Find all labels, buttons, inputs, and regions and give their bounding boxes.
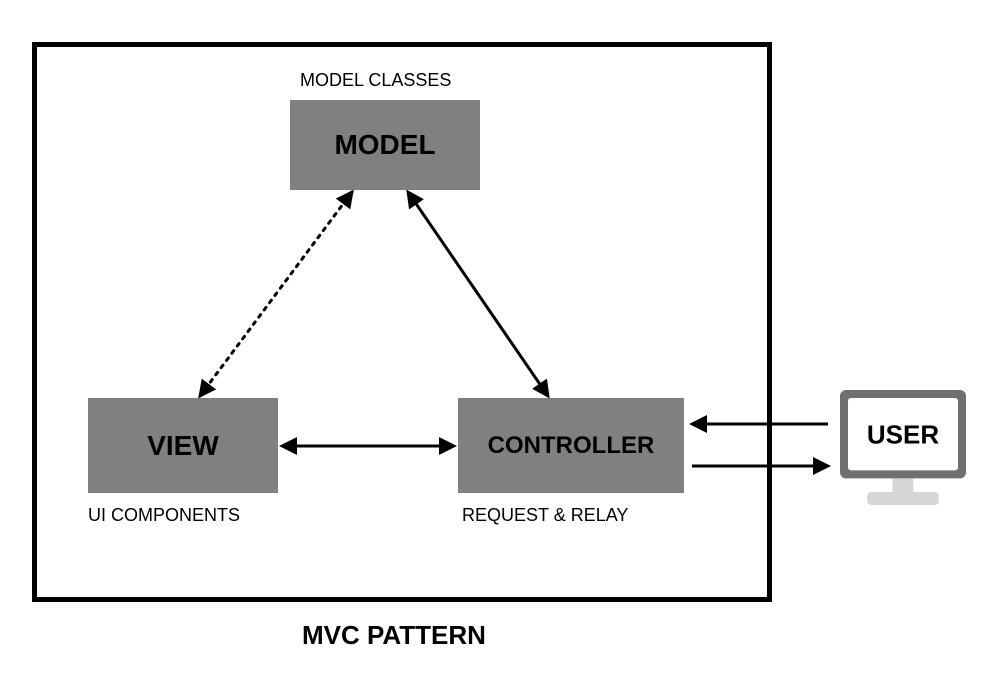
controller-node-label: CONTROLLER [488, 432, 655, 460]
view-caption: UI COMPONENTS [88, 505, 240, 526]
view-node: VIEW [88, 398, 278, 493]
model-caption: MODEL CLASSES [300, 70, 451, 91]
diagram-title: MVC PATTERN [302, 620, 486, 651]
model-node-label: MODEL [334, 129, 435, 161]
model-node: MODEL [290, 100, 480, 190]
svg-text:USER: USER [867, 419, 939, 449]
user-node: USER [838, 388, 968, 518]
controller-caption: REQUEST & RELAY [462, 505, 628, 526]
view-node-label: VIEW [147, 430, 219, 462]
controller-node: CONTROLLER [458, 398, 684, 493]
monitor-icon: USER [838, 388, 968, 518]
